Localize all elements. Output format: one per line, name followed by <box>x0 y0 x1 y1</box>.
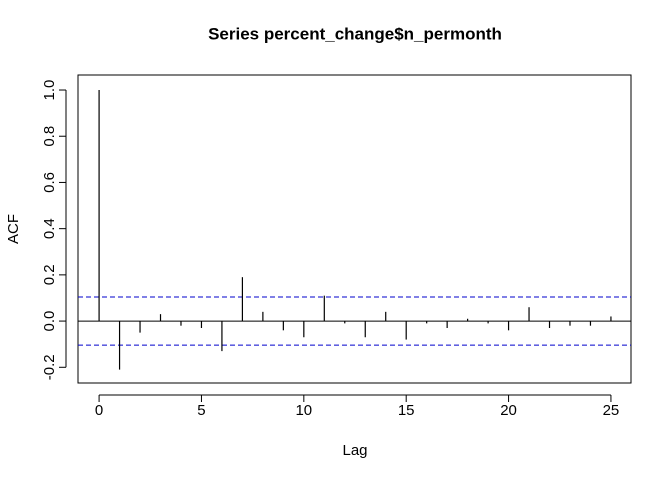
plot-box <box>77 74 632 384</box>
x-tick-label: 5 <box>197 402 205 419</box>
x-tick-label: 10 <box>295 402 312 419</box>
y-tick-label: -0.2 <box>41 354 58 380</box>
y-tick-label: 0.0 <box>41 311 58 332</box>
x-tick-label: 15 <box>398 402 415 419</box>
y-tick-label: 0.8 <box>41 126 58 147</box>
x-tick-label: 20 <box>500 402 517 419</box>
y-axis-label: ACF <box>5 214 22 244</box>
x-tick-label: 0 <box>95 402 103 419</box>
chart-title: Series percent_change$n_permonth <box>208 24 502 43</box>
y-tick-label: 1.0 <box>41 80 58 101</box>
x-tick-label: 25 <box>603 402 620 419</box>
x-axis-label: Lag <box>342 442 367 459</box>
y-tick-label: 0.6 <box>41 172 58 193</box>
y-tick-label: 0.4 <box>41 218 58 239</box>
y-tick-label: 0.2 <box>41 264 58 285</box>
